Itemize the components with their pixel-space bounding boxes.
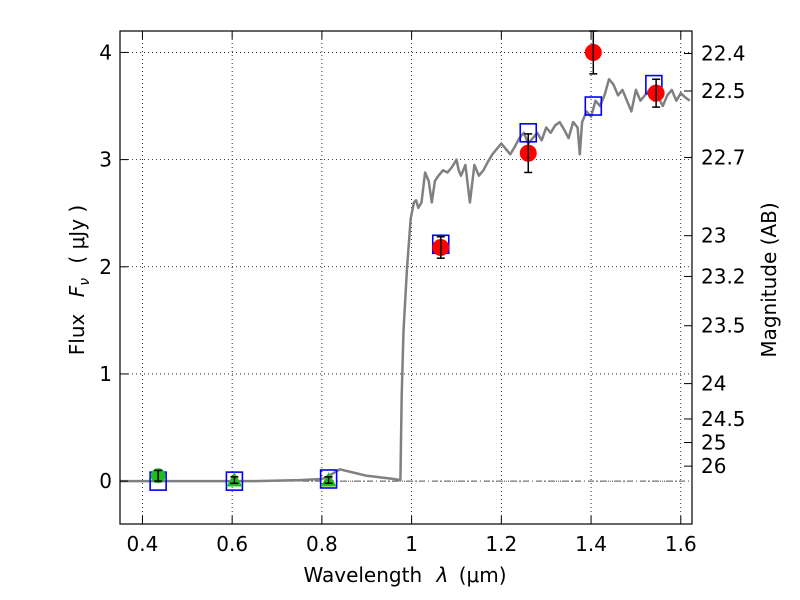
model-sed-curve — [120, 77, 691, 483]
y2-tick-label: 24.5 — [701, 407, 746, 431]
model-box-marker — [319, 469, 338, 489]
model-sed-line — [120, 77, 691, 483]
plot-border — [119, 30, 693, 525]
plot-frame — [119, 30, 693, 525]
x-tick-label: 0.6 — [216, 532, 248, 556]
y-tick-label: 3 — [99, 148, 112, 172]
x-axis-label: Wavelength λ (μm) — [303, 563, 506, 587]
x-tick-label: 0.8 — [306, 532, 338, 556]
x-tick-label: 1 — [405, 532, 418, 556]
y2-axis-label: Magnitude (AB) — [757, 202, 781, 357]
y2-tick-label: 23.2 — [701, 264, 746, 288]
x-tick-label: 1.4 — [575, 532, 607, 556]
y2-tick-label: 23 — [701, 224, 726, 248]
observed-points — [150, 30, 665, 487]
x-tick-label: 0.4 — [127, 532, 159, 556]
y2-tick-label: 22.7 — [701, 145, 746, 169]
y2-tick-label: 26 — [701, 454, 726, 478]
y2-tick-label: 24 — [701, 372, 726, 396]
y2-tick-label: 22.4 — [701, 42, 746, 66]
x-tick-label: 1.6 — [665, 532, 697, 556]
y-tick-label: 1 — [99, 362, 112, 386]
y2-tick-label: 23.5 — [701, 314, 746, 338]
y-tick-label: 0 — [99, 469, 112, 493]
x-axis-ticks: 0.4 0.6 0.8 1 1.2 1.4 1.6 — [127, 31, 697, 556]
y2-tick-label: 25 — [701, 431, 726, 455]
y-tick-label: 2 — [99, 255, 112, 279]
y2-tick-label: 22.5 — [701, 79, 746, 103]
y-axis-label: Flux Fν ( μJy ) — [65, 205, 94, 355]
x-tick-label: 1.2 — [485, 532, 517, 556]
y-tick-label: 4 — [99, 40, 112, 64]
y-axis-ticks: 0 1 2 3 4 — [99, 40, 128, 493]
model-box-marker — [584, 96, 603, 116]
